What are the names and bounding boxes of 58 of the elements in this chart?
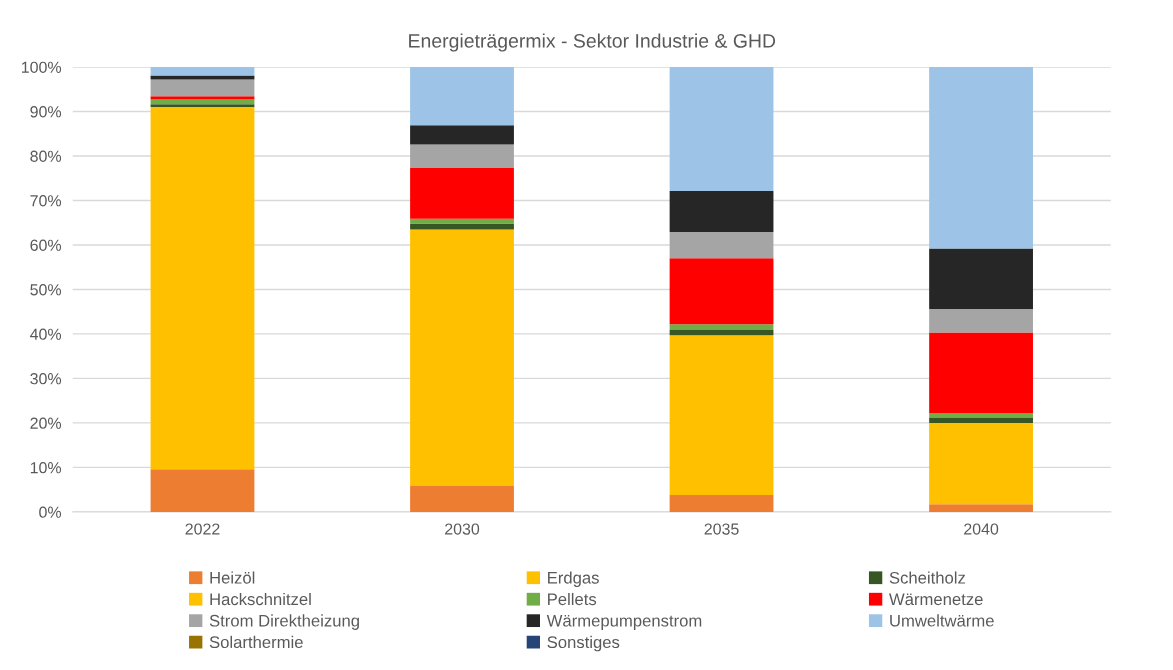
- bar: [669, 67, 774, 192]
- bar: [669, 494, 774, 512]
- y-tick-label: 30%: [30, 373, 62, 385]
- legend-label: Wärmenetze: [889, 593, 983, 606]
- legend-label: Umweltwärme: [890, 614, 994, 627]
- bar: [929, 248, 1033, 310]
- bar: [929, 332, 1033, 414]
- bar: [150, 79, 255, 97]
- bar: [929, 504, 1033, 512]
- bar: [410, 486, 514, 512]
- bar: [669, 191, 774, 233]
- bar: [669, 258, 774, 325]
- y-tick-label: 90%: [30, 106, 62, 118]
- x-tick-label: 2040: [964, 523, 999, 535]
- y-tick-label: 10%: [30, 462, 62, 474]
- bar: [150, 104, 255, 108]
- bar: [410, 125, 514, 145]
- bar: [669, 232, 774, 259]
- bar: [929, 413, 1033, 419]
- bar: [929, 418, 1033, 423]
- bar: [150, 75, 255, 80]
- y-tick-label: 100%: [21, 61, 62, 73]
- bar: [669, 335, 774, 495]
- legend-label: Strom Direktheizung: [209, 614, 359, 630]
- y-tick-label: 0%: [39, 506, 62, 518]
- bar: [929, 422, 1033, 505]
- bar: [929, 309, 1033, 333]
- legend-label: Wärmepumpenstrom: [546, 614, 702, 630]
- bar: [150, 107, 255, 470]
- bar: [410, 167, 514, 219]
- bar: [150, 96, 255, 100]
- legend-label: Sonstiges: [547, 635, 620, 652]
- legend-label: Hackschnitzel: [210, 592, 311, 606]
- chart-title: Energieträgermix - Sektor Industrie & GHD: [409, 33, 776, 52]
- y-tick-label: 60%: [30, 239, 62, 251]
- bar: [410, 144, 514, 168]
- bar: [150, 469, 255, 512]
- bar: [669, 324, 774, 330]
- bar: [410, 229, 514, 487]
- bar: [150, 99, 255, 105]
- y-tick-label: 40%: [30, 328, 62, 340]
- x-tick-label: 2030: [445, 523, 480, 535]
- legend-label: Pellets: [548, 592, 597, 606]
- y-tick-label: 50%: [30, 284, 62, 296]
- legend-label: Heizöl: [210, 571, 255, 584]
- legend-label: Scheitholz: [889, 571, 966, 584]
- legend-label: Solarthermie: [209, 635, 303, 649]
- legend-label: Erdgas: [548, 571, 599, 587]
- bar: [929, 67, 1033, 249]
- bar: [410, 67, 514, 126]
- y-tick-label: 80%: [30, 150, 62, 162]
- x-tick-label: 2035: [704, 523, 739, 535]
- y-tick-label: 70%: [30, 195, 62, 207]
- bar: [410, 218, 514, 224]
- bar: [669, 329, 774, 336]
- y-tick-label: 20%: [30, 417, 62, 429]
- x-tick-label: 2022: [185, 523, 220, 535]
- bar: [150, 67, 255, 76]
